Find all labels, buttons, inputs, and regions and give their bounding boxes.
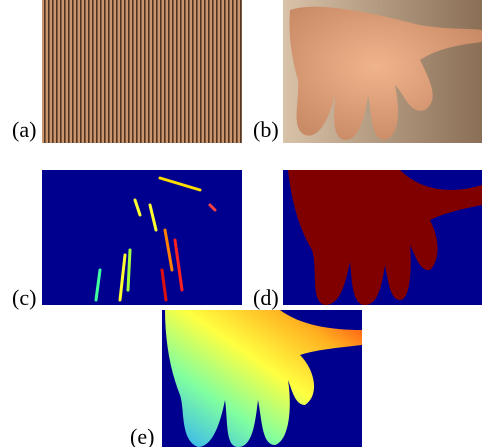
figure: (a) (b) (c) (d) (e) xyxy=(0,0,482,447)
panel-d: (d) xyxy=(253,170,482,310)
panel-label: (c) xyxy=(12,285,36,310)
image-a-tint xyxy=(42,0,242,143)
panel-label: (b) xyxy=(253,117,279,142)
panel-label: (d) xyxy=(253,285,279,310)
panel-a: (a) xyxy=(12,0,242,143)
panel-label: (e) xyxy=(130,424,154,447)
panel-b: (b) xyxy=(253,0,482,143)
image-c xyxy=(42,170,242,305)
panel-label: (a) xyxy=(12,117,36,142)
panel-e: (e) xyxy=(130,310,362,447)
panel-c: (c) xyxy=(12,170,242,310)
